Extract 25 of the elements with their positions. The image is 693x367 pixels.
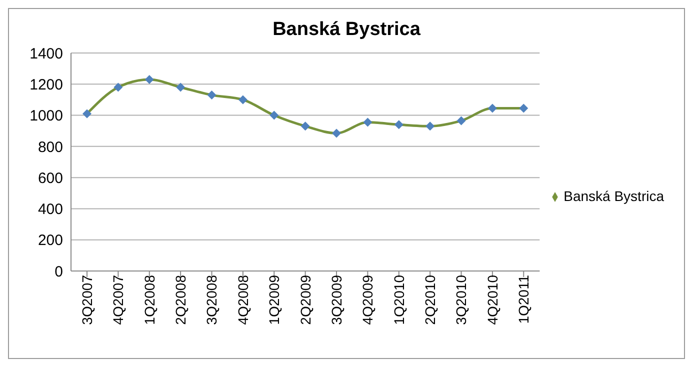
x-tick-label: 4Q2007 (110, 274, 126, 325)
x-tick-label: 2Q2009 (297, 274, 314, 325)
x-tick-label: 2Q2008 (172, 274, 189, 325)
y-tick-label: 200 (38, 232, 63, 250)
y-tick-label: 600 (38, 170, 63, 187)
chart-title: Banská Bystrica (272, 19, 422, 41)
x-tick-label: 4Q2009 (360, 274, 376, 325)
x-tick-label: 1Q2008 (141, 274, 158, 325)
y-tick-label: 0 (54, 263, 63, 280)
x-tick-label: 3Q2007 (78, 274, 95, 325)
x-tick-label: 2Q2010 (422, 274, 438, 325)
x-tick-label: 3Q2008 (204, 274, 220, 325)
x-tick-label: 4Q2010 (484, 274, 500, 325)
x-tick-label: 3Q2009 (328, 274, 344, 325)
y-tick-label: 800 (38, 138, 63, 156)
y-tick-label: 1200 (30, 76, 63, 94)
x-tick-label: 4Q2008 (234, 274, 251, 325)
x-tick-label: 1Q2010 (390, 274, 407, 325)
y-tick-label: 1400 (30, 45, 63, 62)
x-tick-label: 1Q2009 (266, 274, 282, 325)
y-tick-label: 1000 (30, 108, 63, 125)
legend-label: Banská Bystrica (564, 188, 664, 204)
x-tick-label: 1Q2011 (516, 274, 532, 324)
y-tick-label: 400 (38, 201, 63, 218)
x-tick-label: 3Q2010 (453, 274, 470, 325)
